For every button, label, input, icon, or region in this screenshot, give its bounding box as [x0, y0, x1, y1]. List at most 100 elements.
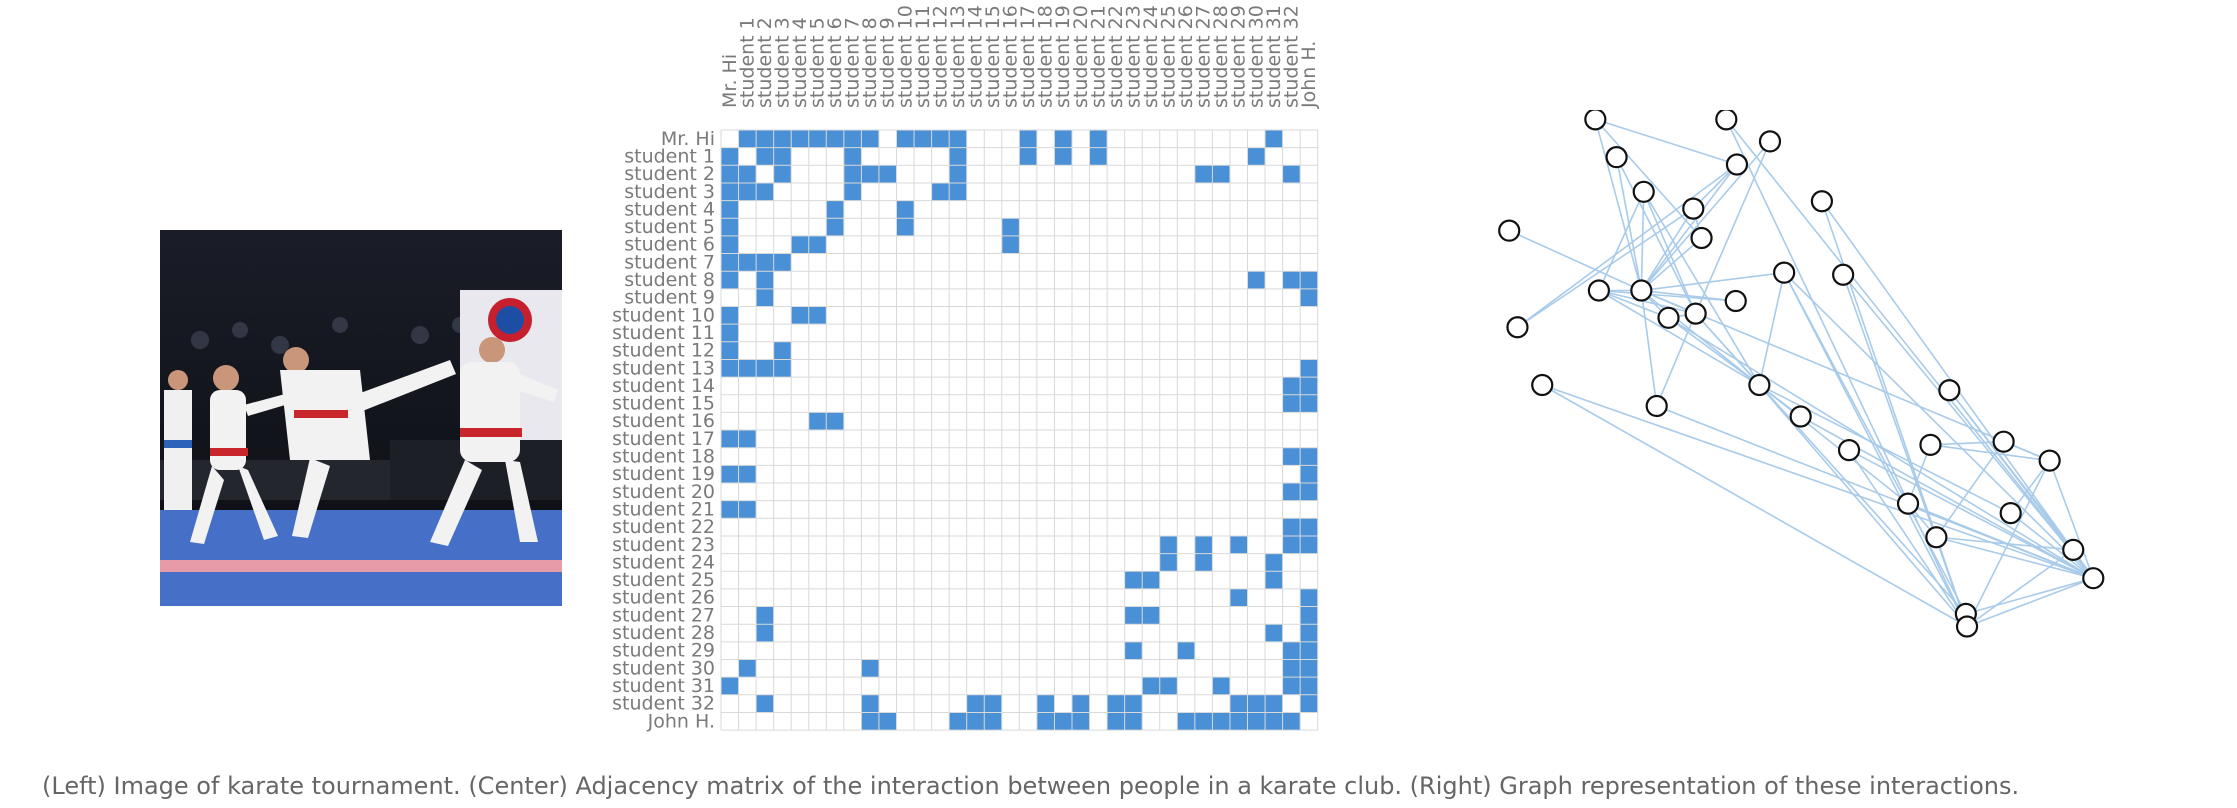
matrix-cell	[843, 165, 862, 183]
matrix-cell	[756, 271, 774, 289]
graph-node	[1715, 110, 1738, 131]
matrix-cell	[756, 359, 774, 378]
matrix-cell	[1300, 447, 1318, 466]
matrix-row-label: student 28	[612, 622, 715, 644]
matrix-cell	[966, 712, 985, 731]
graph-node	[2038, 449, 2061, 472]
matrix-cell	[738, 500, 757, 519]
matrix-column-label: student 16	[1000, 5, 1022, 108]
matrix-cell	[1300, 606, 1318, 625]
matrix-cell	[1247, 147, 1266, 166]
matrix-cell	[1265, 694, 1283, 713]
graph-edge	[1598, 289, 1760, 386]
matrix-column-label: student 19	[1052, 5, 1074, 108]
matrix-cell	[721, 147, 739, 166]
matrix-cell	[721, 200, 739, 219]
matrix-cell	[861, 712, 879, 731]
matrix-cell	[843, 130, 862, 148]
matrix-cell	[1300, 359, 1318, 378]
matrix-cell	[1124, 694, 1143, 713]
matrix-cell	[756, 606, 774, 625]
graph-edge	[1936, 536, 2074, 551]
matrix-cell	[1177, 641, 1195, 660]
graph-edge	[1595, 118, 1738, 166]
matrix-column-label: student 17	[1017, 5, 1039, 108]
matrix-row-label: student 18	[612, 446, 715, 468]
graph-edge	[1641, 271, 1785, 292]
matrix-cell	[1212, 712, 1230, 731]
matrix-cell	[1300, 394, 1318, 413]
matrix-cell	[1300, 659, 1318, 678]
graph-edge	[1668, 317, 2094, 579]
matrix-cell	[738, 253, 757, 272]
matrix-row-label: student 10	[612, 304, 715, 326]
matrix-row-label: student 14	[612, 375, 715, 397]
matrix-cell	[738, 130, 757, 148]
matrix-cell	[984, 694, 1002, 713]
graph-edge	[1935, 441, 2005, 538]
matrix-cell	[721, 359, 739, 378]
graph-edge	[1598, 191, 1645, 291]
matrix-cell	[861, 165, 879, 183]
graph-node	[1810, 190, 1833, 213]
matrix-column-label: student 9	[877, 17, 899, 108]
graph-edge	[1594, 118, 1703, 239]
matrix-cell	[756, 253, 774, 272]
matrix-cell	[1300, 288, 1318, 307]
matrix-cell	[1089, 130, 1108, 148]
graph-edge	[1966, 577, 2094, 628]
graph-edge	[1848, 449, 1968, 627]
matrix-cell	[791, 130, 809, 148]
matrix-cell	[931, 182, 950, 201]
matrix-cell	[808, 306, 827, 325]
matrix-cell	[738, 165, 757, 183]
matrix-cell	[896, 200, 915, 219]
matrix-cell	[721, 235, 739, 254]
matrix-cell	[949, 712, 967, 731]
graph-node	[1925, 526, 1948, 549]
matrix-row-label: student 32	[612, 693, 715, 715]
graph-node	[1938, 379, 1961, 402]
matrix-cell	[1089, 147, 1108, 166]
graph-edges	[1508, 118, 2095, 628]
matrix-cell	[914, 130, 932, 148]
matrix-row-label: student 20	[612, 481, 715, 503]
matrix-cell	[896, 218, 915, 236]
matrix-column-label: student 15	[982, 5, 1004, 108]
graph-edge	[1694, 141, 1771, 314]
matrix-column-label: student 8	[859, 17, 881, 108]
matrix-row-label: student 29	[612, 640, 715, 662]
graph-node	[1724, 289, 1747, 313]
graph-node	[1789, 405, 1812, 428]
matrix-cell	[1282, 165, 1301, 183]
figure-caption: (Left) Image of karate tournament. (Cent…	[42, 772, 2020, 800]
matrix-cell	[738, 359, 757, 378]
matrix-cell	[1282, 518, 1301, 536]
matrix-row-label: Mr. Hi	[661, 128, 715, 150]
matrix-cell	[1054, 130, 1072, 148]
graph-node	[1690, 226, 1713, 250]
matrix-cell	[1177, 712, 1195, 731]
graph-edge	[1936, 536, 2094, 579]
matrix-cell	[773, 130, 792, 148]
matrix-column-label: student 7	[842, 17, 864, 108]
matrix-cell	[1282, 659, 1301, 678]
graph-edge	[1965, 577, 2094, 615]
graph-edge	[1758, 272, 1785, 386]
matrix-cell	[1247, 271, 1266, 289]
matrix-column-label: student 22	[1105, 5, 1127, 108]
matrix-cell	[826, 200, 844, 219]
matrix-cell	[1019, 130, 1037, 148]
graph-node	[1531, 373, 1554, 397]
matrix-row-label: student 26	[612, 587, 715, 609]
matrix-column-label: student 4	[789, 17, 811, 108]
matrix-cell	[861, 694, 879, 713]
matrix-column-label: student 26	[1175, 5, 1197, 108]
matrix-row-label: student 16	[612, 410, 715, 432]
matrix-column-label: student 20	[1070, 5, 1092, 108]
matrix-row-label: student 7	[624, 251, 715, 273]
matrix-cell	[1300, 483, 1318, 501]
matrix-cell	[738, 430, 757, 448]
graph-edge	[1783, 272, 2094, 579]
matrix-row-label: student 31	[612, 675, 715, 697]
